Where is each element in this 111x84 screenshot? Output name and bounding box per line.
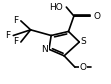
Text: F: F <box>14 16 19 25</box>
Text: HO: HO <box>49 3 62 12</box>
Text: O: O <box>79 63 86 72</box>
Text: F: F <box>5 31 11 40</box>
Text: N: N <box>41 45 48 54</box>
Text: O: O <box>94 12 101 20</box>
Text: S: S <box>81 37 86 47</box>
Text: F: F <box>14 37 19 47</box>
